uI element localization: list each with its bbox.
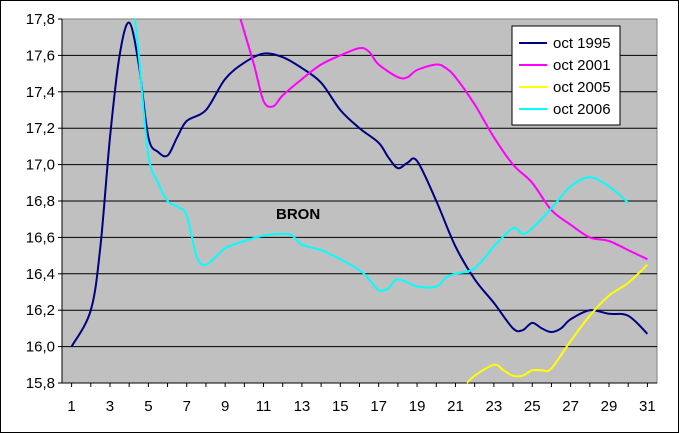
y-tick-label: 16,4 [26,266,55,283]
y-tick-label: 15,8 [26,375,55,392]
y-tick-label: 16,6 [26,229,55,246]
x-tick-label: 19 [409,398,426,415]
x-tick-label: 25 [524,398,541,415]
y-tick-label: 16,2 [26,302,55,319]
legend-label-oct-2006: oct 2006 [553,101,611,118]
bron-annotation: BRON [276,206,320,223]
series-line-oct-2006 [133,18,629,292]
y-tick-label: 17,6 [26,47,55,64]
legend-label-oct-2001: oct 2001 [553,57,611,74]
x-tick-label: 27 [562,398,579,415]
legend: oct 1995 oct 2001 oct 2005 oct 2006 [511,25,621,126]
y-tick-label: 17,4 [26,84,55,101]
y-tick-label: 17,2 [26,120,55,137]
x-tick-label: 13 [294,398,311,415]
y-tick-label: 17,0 [26,157,55,174]
x-tick-label: 5 [144,398,152,415]
x-tick-label: 3 [106,398,114,415]
x-tick-label: 11 [256,398,272,415]
x-tick-label: 31 [639,398,656,415]
series-line-oct-2001 [239,18,648,261]
x-tick-label: 9 [221,398,229,415]
series-group [70,18,649,384]
x-axis: 1 3 5 7 9 11 13 15 17 19 21 23 25 27 29 31 [62,382,657,415]
x-tick-label: 29 [601,398,618,415]
x-tick-label: 7 [183,398,191,415]
y-tick-label: 16,8 [26,193,55,210]
x-tick-label: 21 [447,398,464,415]
y-tick-label: 17,8 [26,11,55,28]
x-tick-label: 15 [332,398,349,415]
legend-label-oct-2005: oct 2005 [553,79,611,96]
x-tick-label: 17 [370,398,387,415]
x-tick-label: 23 [486,398,503,415]
series-line-oct-2005 [466,263,649,384]
y-axis: 15,8 16,0 16,2 16,4 16,6 16,8 17,0 17,2 17,4 17,6… [26,11,63,392]
x-tick-label: 1 [67,398,75,415]
legend-label-oct-1995: oct 1995 [553,35,611,52]
y-tick-label: 16,0 [26,339,55,356]
